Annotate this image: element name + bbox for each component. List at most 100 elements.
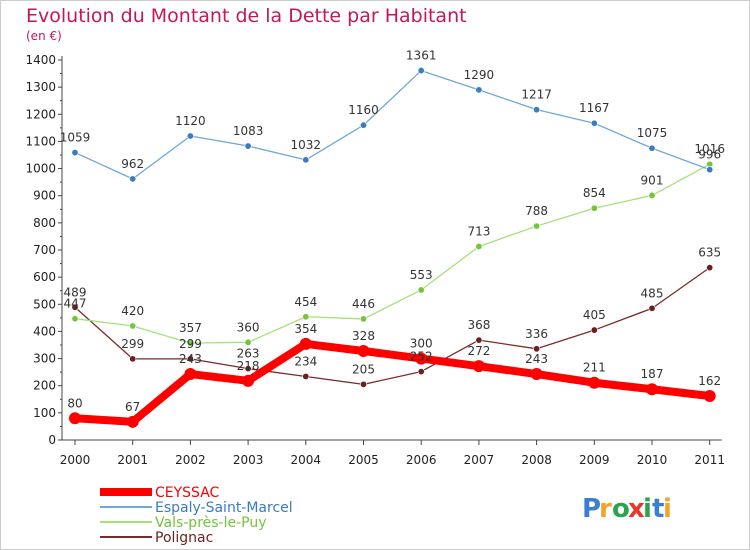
legend-label-3: Polignac (155, 530, 213, 546)
series-point-2 (417, 286, 425, 294)
data-label-1: 1290 (464, 68, 495, 82)
data-label-2: 454 (294, 295, 317, 309)
x-tick-label: 2008 (521, 453, 552, 467)
data-labels-layer: 489 299 299 263 234 205 252 368 336 405 485 635 447 4… (60, 49, 725, 414)
y-tick-label: 0 (48, 433, 56, 447)
series-point-2 (186, 339, 194, 347)
series-point-3 (417, 368, 425, 376)
series-layer (69, 67, 716, 428)
data-label-1: 1032 (291, 138, 322, 152)
logo-letter: i (663, 494, 672, 524)
y-tick-label: 1300 (25, 80, 56, 94)
series-line-3 (74, 266, 711, 386)
logo-letter: r (599, 494, 612, 524)
series-point-0 (646, 383, 658, 396)
data-label-0: 243 (525, 352, 548, 366)
data-label-0: 67 (125, 400, 140, 414)
proxiti-logo: Pr oxi ti (582, 494, 672, 524)
y-tick-label: 200 (33, 379, 56, 393)
series-point-0 (69, 412, 81, 425)
y-tick-label: 500 (33, 297, 56, 311)
x-tick-label: 2002 (175, 453, 206, 467)
series-point-0 (588, 376, 601, 389)
y-tick-label: 900 (33, 189, 56, 203)
series-point-0 (472, 360, 485, 373)
series-point-1 (590, 119, 598, 127)
x-tick-label: 2007 (464, 453, 495, 467)
data-label-0: 328 (352, 329, 375, 343)
series-point-3 (533, 345, 541, 353)
data-label-3: 485 (641, 286, 664, 300)
series-point-3 (302, 372, 310, 380)
logo-letter: o (612, 494, 630, 524)
legend-label-0: CEYSSAC (155, 485, 220, 501)
x-tick-label: 2011 (694, 453, 725, 467)
data-label-1: 1167 (579, 101, 610, 115)
chart-subtitle: (en €) (26, 29, 62, 43)
series-line-0 (71, 339, 714, 426)
data-label-3: 489 (64, 285, 87, 299)
series-point-2 (302, 313, 310, 321)
series-point-1 (302, 156, 310, 164)
series-point-2 (533, 222, 541, 230)
data-label-3: 635 (698, 246, 721, 260)
data-label-2: 713 (467, 224, 490, 238)
logo-letter: P (582, 494, 601, 524)
y-tick-label: 1100 (25, 134, 56, 148)
chart-title: Evolution du Montant de la Dette par Hab… (26, 5, 467, 27)
data-label-3: 299 (121, 337, 144, 351)
series-point-3 (590, 326, 598, 334)
x-tick-label: 2010 (637, 453, 668, 467)
data-label-3: 336 (525, 327, 548, 341)
series-point-0 (703, 390, 716, 403)
y-tick-label: 600 (33, 270, 56, 284)
data-label-1: 1059 (60, 131, 91, 145)
series-point-3 (244, 365, 252, 373)
y-tick-label: 1400 (25, 53, 56, 67)
series-point-1 (71, 149, 79, 157)
series-point-1 (706, 166, 714, 174)
data-label-3: 263 (237, 347, 260, 361)
data-label-2: 446 (352, 297, 375, 311)
data-label-0: 300 (410, 337, 433, 351)
data-label-0: 80 (67, 396, 82, 410)
series-point-3 (359, 380, 367, 388)
data-label-2: 788 (525, 204, 548, 218)
y-tick-label: 1200 (25, 107, 56, 121)
data-label-0: 187 (641, 367, 664, 381)
series-point-0 (184, 368, 197, 381)
data-label-1: 1361 (406, 49, 437, 63)
data-label-1: 996 (698, 148, 721, 162)
logo-letter: t (652, 494, 664, 524)
x-tick-label: 2006 (406, 453, 437, 467)
y-tick-label: 1000 (25, 162, 56, 176)
series-point-3 (71, 303, 79, 311)
data-label-2: 420 (121, 304, 144, 318)
series-point-1 (648, 144, 656, 152)
series-point-0 (530, 368, 543, 381)
series-point-3 (648, 304, 656, 312)
series-point-0 (242, 374, 255, 387)
x-tick-label: 2005 (348, 453, 379, 467)
data-label-1: 1120 (175, 114, 206, 128)
data-label-2: 360 (237, 320, 260, 334)
data-label-3: 368 (467, 318, 490, 332)
y-tick-label: 700 (33, 243, 56, 257)
x-tick-label: 2004 (291, 453, 322, 467)
x-tick-label: 2000 (60, 453, 91, 467)
data-label-0: 243 (179, 352, 202, 366)
logo-letter: x (628, 494, 645, 524)
data-label-0: 211 (583, 361, 606, 375)
y-tick-label: 400 (33, 324, 56, 338)
y-tick-label: 100 (33, 406, 56, 420)
series-point-2 (71, 315, 79, 323)
series-point-1 (533, 106, 541, 114)
series-point-2 (129, 322, 137, 330)
data-label-0: 272 (467, 344, 490, 358)
series-point-2 (590, 204, 598, 212)
x-tick-label: 2001 (117, 453, 148, 467)
data-label-0: 354 (294, 322, 317, 336)
series-point-2 (475, 242, 483, 250)
